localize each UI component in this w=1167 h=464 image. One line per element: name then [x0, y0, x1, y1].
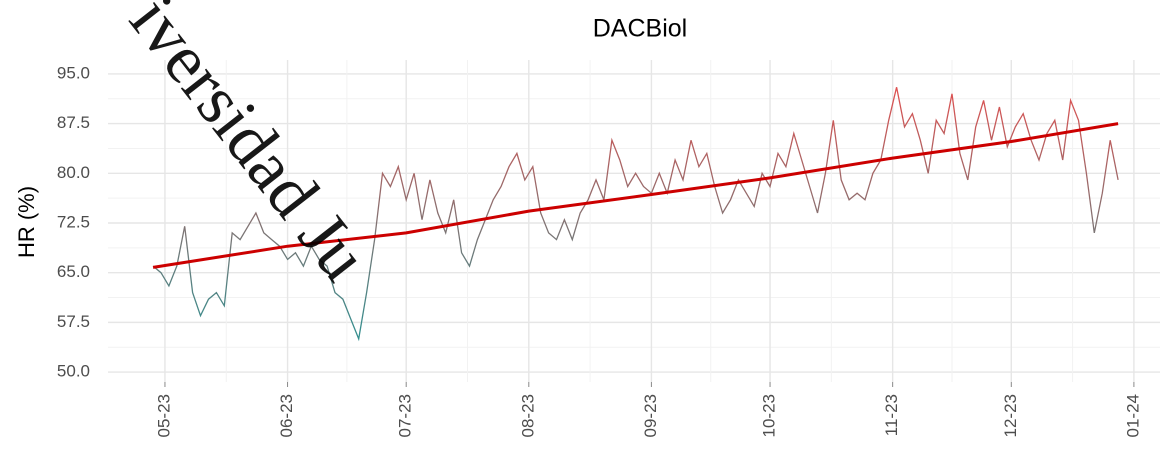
chart-title: DACBiol [593, 15, 687, 43]
x-tick-label: 08-23 [518, 394, 537, 437]
data-line [152, 87, 1119, 342]
x-tick-label: 10-23 [760, 394, 779, 437]
x-tick-label: 05-23 [154, 394, 173, 437]
y-tick-label: 87.5 [57, 113, 90, 132]
x-tick-label: 01-24 [1123, 394, 1142, 437]
y-tick-label: 80.0 [57, 163, 90, 182]
watermark: iversidad Ju [115, 0, 383, 295]
x-tick-label: 07-23 [396, 394, 415, 437]
x-tick-label: 09-23 [641, 394, 660, 437]
y-axis-label: HR (%) [14, 186, 39, 258]
y-tick-label: 95.0 [57, 63, 90, 82]
x-tick-label: 11-23 [882, 394, 901, 436]
trend-line [152, 122, 1119, 269]
x-tick-label: 06-23 [277, 394, 296, 437]
y-tick-label: 50.0 [57, 362, 90, 381]
x-tick-label: 12-23 [1001, 394, 1020, 437]
y-tick-label: 57.5 [57, 312, 90, 331]
y-tick-label: 72.5 [57, 212, 90, 231]
y-tick-label: 65.0 [57, 262, 90, 281]
